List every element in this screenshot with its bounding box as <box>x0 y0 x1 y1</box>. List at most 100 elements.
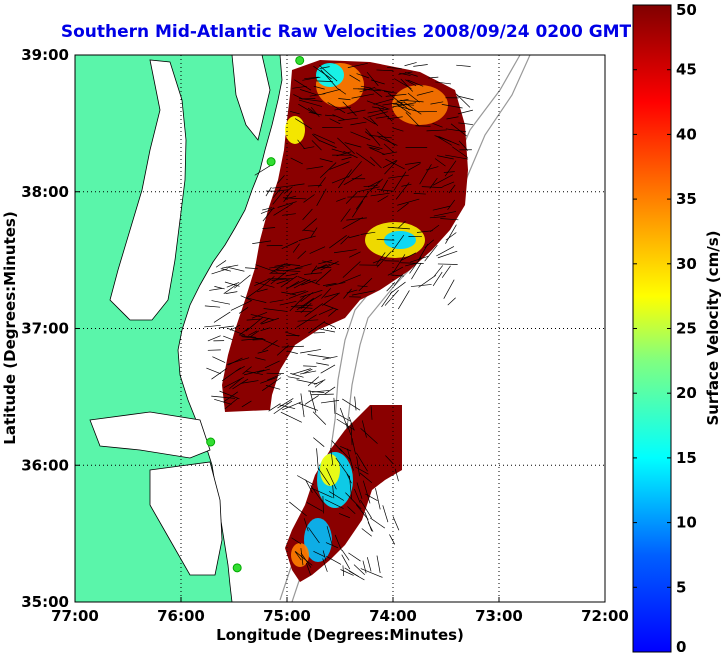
velocity-vector <box>418 243 429 261</box>
velocity-vector <box>280 411 302 423</box>
velocity-vector <box>307 184 322 187</box>
velocity-vector <box>341 156 352 161</box>
velocity-vector <box>346 422 352 435</box>
velocity-vector <box>342 398 361 411</box>
velocity-vector <box>367 111 388 118</box>
velocity-vector <box>304 303 324 317</box>
velocity-vector <box>284 195 297 200</box>
velocity-vector <box>312 133 321 142</box>
velocity-vector <box>340 235 350 245</box>
velocity-vector <box>397 220 406 229</box>
velocity-vector <box>293 183 305 186</box>
velocity-vector <box>325 282 346 287</box>
velocity-vector <box>382 160 397 168</box>
velocity-vector <box>347 161 362 179</box>
velocity-vector <box>289 290 306 295</box>
velocity-vector <box>349 475 353 500</box>
velocity-vector <box>214 398 232 405</box>
velocity-vector <box>298 235 316 241</box>
velocity-vector <box>424 244 438 262</box>
velocity-vector <box>342 261 361 278</box>
velocity-vector <box>281 345 304 348</box>
velocity-vector <box>303 368 313 374</box>
velocity-vector <box>272 187 282 199</box>
velocity-vector <box>328 309 337 317</box>
colorbar-tick-label: 15 <box>676 449 697 467</box>
velocity-vector <box>282 401 302 411</box>
colorbar <box>632 4 672 653</box>
velocity-vector <box>458 122 473 125</box>
velocity-vector <box>342 101 357 117</box>
velocity-vector <box>245 267 258 270</box>
velocity-vector <box>407 92 420 103</box>
velocity-vector <box>326 467 337 490</box>
radar-station <box>295 55 305 65</box>
velocity-vector <box>299 289 323 298</box>
velocity-vector <box>324 322 336 328</box>
velocity-vector <box>339 407 349 429</box>
velocity-vector <box>306 502 323 512</box>
velocity-vector <box>283 190 293 203</box>
velocity-vector <box>279 300 297 306</box>
velocity-vector <box>348 234 360 239</box>
velocity-vector <box>339 446 352 452</box>
chesapeake-bay <box>109 59 187 321</box>
velocity-vector <box>348 416 355 431</box>
velocity-vector <box>343 150 358 159</box>
velocity-vector <box>272 190 284 205</box>
velocity-vector <box>451 146 468 158</box>
velocity-vector <box>338 169 352 189</box>
velocity-vector <box>243 369 265 376</box>
velocity-vector <box>392 516 400 531</box>
velocity-vector <box>369 147 386 155</box>
velocity-vector <box>376 251 392 268</box>
velocity-vector <box>214 286 225 290</box>
velocity-vector <box>376 189 394 192</box>
y-tick-label: 37:00 <box>21 320 69 338</box>
velocity-vector <box>290 157 303 165</box>
velocity-vector <box>375 115 390 119</box>
velocity-vector <box>285 273 298 277</box>
velocity-vector <box>277 175 285 184</box>
velocity-vector <box>307 354 332 359</box>
velocity-vector <box>397 202 409 212</box>
velocity-vector <box>282 213 296 216</box>
velocity-vector <box>426 129 447 132</box>
velocity-vector <box>359 472 373 484</box>
velocity-vector <box>343 174 363 186</box>
velocity-vector <box>345 492 362 510</box>
velocity-vector <box>326 555 342 565</box>
velocity-vector <box>323 282 337 286</box>
velocity-vector <box>251 311 268 319</box>
velocity-vector <box>232 378 249 390</box>
velocity-vector <box>324 292 340 298</box>
velocity-vector <box>262 377 282 391</box>
velocity-vector <box>297 139 306 150</box>
velocity-vector <box>238 307 249 314</box>
velocity-field <box>204 60 474 582</box>
velocity-vector <box>315 80 333 83</box>
velocity-vector <box>264 360 280 369</box>
velocity-vector <box>329 161 350 170</box>
velocity-vector <box>324 386 336 395</box>
velocity-vector <box>447 199 456 211</box>
colorbar-tick-label: 20 <box>676 384 697 402</box>
velocity-vector <box>386 282 396 292</box>
velocity-vector <box>226 266 245 272</box>
velocity-vector <box>267 374 281 381</box>
velocity-vector <box>378 136 398 146</box>
velocity-vector <box>289 279 306 288</box>
velocity-vector <box>349 74 361 82</box>
velocity-vector <box>303 365 317 367</box>
velocity-vector <box>391 234 405 253</box>
velocity-vector <box>382 151 398 155</box>
velocity-vector <box>241 336 264 340</box>
velocity-vector <box>209 288 223 291</box>
velocity-vector <box>387 266 404 276</box>
velocity-vector <box>290 306 313 309</box>
velocity-region-north <box>222 60 468 412</box>
velocity-vector <box>360 231 376 235</box>
velocity-vector <box>356 73 370 79</box>
velocity-vector <box>405 79 417 87</box>
